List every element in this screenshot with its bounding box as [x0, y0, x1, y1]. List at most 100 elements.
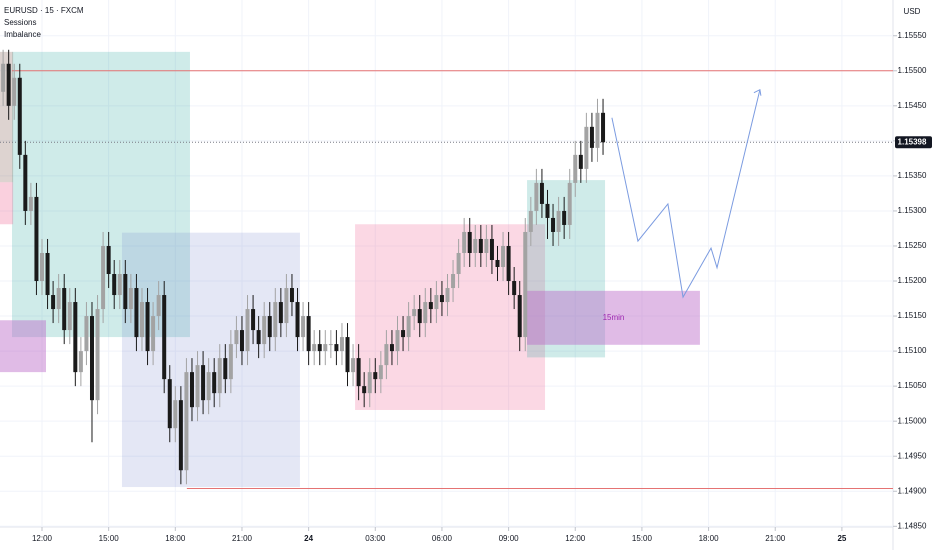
- y-tick-label: 1.15150: [898, 311, 927, 320]
- x-tick-label: 06:00: [432, 534, 453, 543]
- chart-title: EURUSD · 15 · FXCM: [4, 6, 84, 15]
- candle-body: [23, 154, 28, 211]
- candle-body: [467, 231, 472, 253]
- y-tick-label: 1.15100: [898, 346, 927, 355]
- candle-body: [278, 302, 283, 324]
- candle-body: [128, 288, 133, 310]
- x-tick-label: 21:00: [765, 534, 786, 543]
- projection: [611, 88, 762, 299]
- candle-body: [378, 365, 383, 380]
- x-tick-label: 18:00: [699, 534, 720, 543]
- candle-body: [256, 330, 261, 345]
- candle-body: [295, 302, 300, 338]
- candle-body: [56, 288, 61, 310]
- y-tick-label: 1.14900: [898, 486, 927, 495]
- candle-body: [251, 309, 256, 331]
- zone: [0, 182, 14, 225]
- last-price-tag: [895, 136, 932, 149]
- candle-body: [101, 245, 106, 310]
- candle-body: [478, 238, 483, 253]
- candle-body: [384, 344, 389, 366]
- zone: [527, 290, 700, 345]
- candle-body: [328, 344, 333, 346]
- candle-body: [234, 330, 239, 345]
- candle-body: [451, 274, 456, 289]
- candle-body: [201, 365, 206, 401]
- y-tick-label: 1.15300: [898, 206, 927, 215]
- zone: [0, 320, 46, 373]
- x-tick-label: 15:00: [99, 534, 120, 543]
- candle-body: [262, 316, 267, 345]
- projection-arrowhead: [753, 88, 762, 96]
- candle-body: [401, 330, 406, 338]
- candle-body: [301, 316, 306, 338]
- candle-body: [462, 231, 467, 253]
- candle-body: [351, 358, 356, 373]
- candle-body: [51, 295, 56, 310]
- candle-body: [506, 245, 511, 282]
- candle-body: [139, 302, 144, 338]
- candle-body: [106, 245, 111, 275]
- candle-body: [578, 154, 583, 169]
- candle-body: [389, 344, 394, 352]
- indicator: Sessions: [4, 18, 36, 27]
- candle-body: [489, 238, 494, 260]
- candle-body: [228, 344, 233, 380]
- candle-body: [267, 316, 272, 338]
- candle-body: [17, 77, 22, 155]
- candle-body: [473, 238, 478, 253]
- y-tick-label: 1.15450: [898, 101, 927, 110]
- candle-body: [28, 196, 33, 211]
- candle-body: [112, 274, 117, 296]
- candle-body: [406, 316, 411, 338]
- candle-body: [312, 344, 317, 352]
- candle-body: [523, 231, 528, 338]
- candle-body: [156, 295, 161, 317]
- last-price-label: 1.15398: [898, 137, 927, 146]
- axes: 1.14850 1.14900 1.14950 1.15000 1.15050 1.151…: [32, 31, 932, 543]
- candle-body: [289, 288, 294, 303]
- zone: [121, 232, 300, 488]
- candle-body: [217, 358, 222, 394]
- candle-body: [484, 238, 489, 253]
- candle-body: [373, 372, 378, 380]
- candle-body: [62, 288, 67, 331]
- y-tick-label: 1.15250: [898, 241, 927, 250]
- candle-body: [284, 288, 289, 324]
- candle-body: [445, 288, 450, 303]
- x-tick-label: 21:00: [232, 534, 253, 543]
- candle-body: [539, 182, 544, 204]
- candle-body: [345, 337, 350, 373]
- candle-body: [95, 309, 100, 401]
- candle-body: [434, 295, 439, 310]
- candle-body: [73, 302, 78, 373]
- levels: [0, 70, 893, 489]
- candle-body: [145, 302, 150, 352]
- x-tick-label: 09:00: [499, 534, 520, 543]
- candles: [1, 49, 606, 485]
- candle-body: [334, 344, 339, 352]
- candle-body: [601, 112, 606, 143]
- candle-body: [567, 182, 572, 225]
- x-tick-label: 12:00: [565, 534, 586, 543]
- candle-body: [78, 351, 83, 373]
- candle-body: [306, 316, 311, 352]
- zone-label: 15min: [603, 313, 625, 322]
- candle-body: [562, 210, 567, 225]
- candle-body: [456, 252, 461, 275]
- candle-body: [534, 182, 539, 211]
- candle-body: [84, 316, 89, 352]
- zones: 15min: [0, 51, 700, 488]
- y-tick-label: 1.15200: [898, 276, 927, 285]
- candle-body: [212, 372, 217, 394]
- candle-body: [167, 379, 172, 429]
- candle-body: [423, 302, 428, 324]
- x-tick-label: 25: [837, 534, 846, 543]
- candle-body: [223, 358, 228, 380]
- candle-body: [6, 63, 11, 106]
- candle-body: [412, 309, 417, 317]
- x-tick-label: 15:00: [632, 534, 653, 543]
- y-tick-label: 1.15050: [898, 381, 927, 390]
